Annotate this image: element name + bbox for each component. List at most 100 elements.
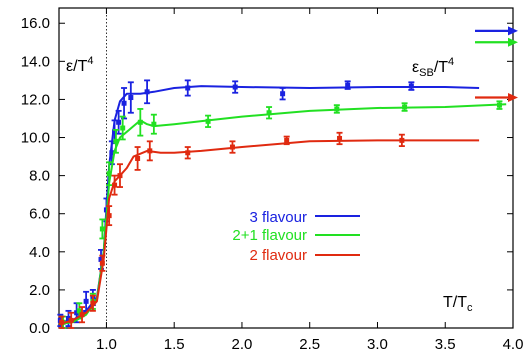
data-point bbox=[205, 114, 212, 128]
x-tick-label: 3.0 bbox=[367, 336, 388, 353]
y-tick-label: 10.0 bbox=[21, 130, 50, 147]
data-point bbox=[144, 79, 151, 105]
point-marker bbox=[79, 312, 85, 318]
data-point bbox=[106, 205, 113, 227]
data-point bbox=[112, 129, 119, 154]
point-marker bbox=[229, 144, 235, 150]
point-marker bbox=[112, 129, 118, 135]
data-point bbox=[116, 163, 123, 188]
point-marker bbox=[128, 95, 134, 101]
point-marker bbox=[68, 317, 74, 323]
sb-arrow-head-2plus1-flavour bbox=[508, 37, 518, 47]
point-marker bbox=[337, 135, 343, 141]
data-point bbox=[99, 254, 106, 272]
y-tick-label: 2.0 bbox=[29, 282, 50, 299]
legend: 3 flavour 2+1 flavour 2 flavour bbox=[232, 209, 360, 264]
data-point bbox=[111, 174, 118, 196]
point-marker bbox=[83, 298, 89, 304]
point-marker bbox=[120, 125, 126, 131]
sb-arrow-head-2-flavour bbox=[508, 93, 518, 103]
y-tick-label: 8.0 bbox=[29, 168, 50, 185]
point-marker bbox=[408, 83, 414, 89]
point-marker bbox=[106, 213, 112, 219]
data-point bbox=[58, 315, 65, 329]
series-2-flavour bbox=[58, 131, 480, 329]
y-axis-label: ε/T4 bbox=[66, 55, 93, 75]
point-marker bbox=[74, 310, 80, 316]
data-point bbox=[119, 115, 126, 141]
point-marker bbox=[65, 315, 71, 321]
legend-label-2plus1-flavour: 2+1 flavour bbox=[232, 227, 307, 244]
point-marker bbox=[59, 319, 65, 325]
legend-label-3-flavour: 3 flavour bbox=[249, 209, 307, 226]
data-point bbox=[68, 311, 75, 329]
point-marker bbox=[147, 148, 153, 154]
data-point bbox=[333, 104, 340, 114]
point-marker bbox=[113, 138, 119, 144]
y-tick-label: 16.0 bbox=[21, 15, 50, 32]
data-point bbox=[146, 140, 153, 162]
point-marker bbox=[284, 137, 290, 143]
series-line bbox=[58, 139, 480, 326]
data-point bbox=[99, 218, 106, 240]
axis-ticks: 1.0 1.5 2.0 2.5 3.0 3.5 4.0 0.0 2.0 4.0 6.0 8.0 10.0… bbox=[21, 8, 524, 353]
y-tick-label: 4.0 bbox=[29, 244, 50, 261]
x-axis-label: T/Tc bbox=[443, 294, 473, 314]
x-tick-label: 1.5 bbox=[164, 336, 185, 353]
y-tick-label: 6.0 bbox=[29, 206, 50, 223]
data-point bbox=[137, 108, 144, 137]
data-point bbox=[279, 87, 286, 101]
point-marker bbox=[76, 308, 82, 314]
sb-arrow-head-3-flavour bbox=[508, 26, 518, 36]
point-marker bbox=[266, 110, 272, 116]
data-point bbox=[134, 146, 141, 171]
data-point bbox=[127, 81, 134, 114]
data-point bbox=[283, 135, 290, 146]
data-point bbox=[106, 161, 113, 187]
data-point bbox=[229, 140, 236, 154]
point-marker bbox=[137, 119, 143, 125]
point-marker bbox=[345, 82, 351, 88]
point-marker bbox=[185, 85, 191, 91]
sb-limit-label: εSB/T4 bbox=[412, 56, 454, 79]
point-marker bbox=[232, 84, 238, 90]
data-point bbox=[336, 131, 343, 146]
point-marker bbox=[99, 260, 105, 266]
point-marker bbox=[144, 89, 150, 95]
x-tick-label: 3.5 bbox=[435, 336, 456, 353]
point-marker bbox=[116, 119, 122, 125]
point-marker bbox=[402, 104, 408, 110]
series-group bbox=[57, 79, 507, 329]
data-point bbox=[496, 100, 503, 110]
data-point bbox=[184, 79, 191, 97]
point-marker bbox=[151, 121, 157, 127]
point-marker bbox=[98, 256, 104, 262]
point-marker bbox=[112, 182, 118, 188]
y-tick-label: 0.0 bbox=[29, 320, 50, 337]
point-marker bbox=[109, 150, 115, 156]
y-tick-label: 14.0 bbox=[21, 53, 50, 70]
data-point bbox=[232, 80, 239, 94]
x-tick-label: 2.5 bbox=[299, 336, 320, 353]
point-marker bbox=[121, 100, 127, 106]
point-marker bbox=[135, 155, 141, 161]
point-marker bbox=[334, 106, 340, 112]
sb-arrows bbox=[475, 26, 518, 103]
data-point bbox=[401, 102, 408, 112]
data-point bbox=[89, 294, 96, 312]
point-marker bbox=[106, 171, 112, 177]
point-marker bbox=[90, 300, 96, 306]
point-marker bbox=[205, 118, 211, 124]
point-marker bbox=[117, 173, 123, 179]
x-tick-label: 1.0 bbox=[96, 336, 117, 353]
data-point bbox=[79, 306, 86, 324]
x-tick-label: 2.0 bbox=[232, 336, 253, 353]
y-tick-label: 12.0 bbox=[21, 91, 50, 108]
data-point bbox=[150, 113, 157, 135]
plot-frame bbox=[58, 7, 514, 329]
data-point bbox=[184, 146, 191, 160]
point-marker bbox=[399, 137, 405, 143]
x-tick-label: 4.0 bbox=[503, 336, 524, 353]
data-point bbox=[266, 106, 273, 120]
